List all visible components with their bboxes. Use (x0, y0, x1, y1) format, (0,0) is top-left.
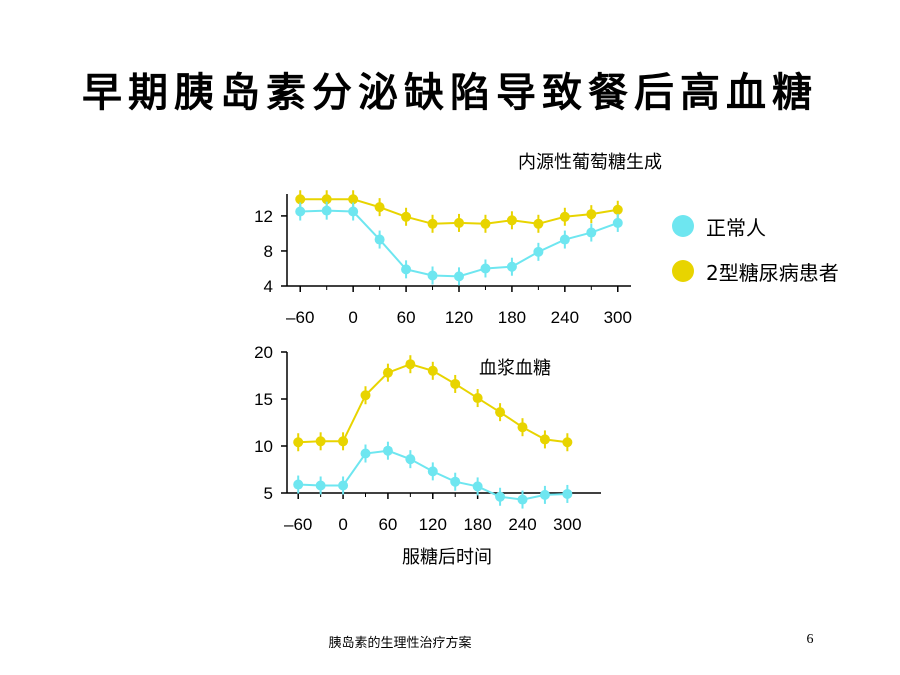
data-point (539, 434, 550, 445)
data-point (480, 263, 491, 274)
data-point (480, 218, 491, 229)
data-point (315, 436, 326, 447)
data-point (562, 437, 573, 448)
chart-title: 血浆血糖 (479, 358, 551, 379)
data-point (427, 365, 438, 376)
x-tick-label: 240 (508, 515, 536, 534)
data-point (586, 209, 597, 220)
data-point (295, 206, 306, 217)
data-point (321, 194, 332, 205)
data-point (374, 234, 385, 245)
data-point (382, 445, 393, 456)
data-point (321, 205, 332, 216)
data-point (427, 466, 438, 477)
data-point (559, 211, 570, 222)
data-point (472, 481, 483, 492)
data-point (348, 194, 359, 205)
data-point (360, 448, 371, 459)
data-point (338, 480, 349, 491)
data-point (427, 218, 438, 229)
data-point (315, 480, 326, 491)
x-tick-label: 0 (338, 515, 347, 534)
data-point (293, 437, 304, 448)
data-point (427, 270, 438, 281)
data-point (495, 491, 506, 502)
x-tick-label: 0 (348, 308, 357, 327)
data-point (295, 194, 306, 205)
data-point (405, 454, 416, 465)
footer-text: 胰岛素的生理性治疗方案 (328, 636, 472, 651)
legend-item-normal: 正常人 (672, 210, 892, 242)
data-point (472, 393, 483, 404)
data-point (517, 494, 528, 505)
data-point (612, 204, 623, 215)
x-tick-label: 300 (604, 308, 632, 327)
data-point (612, 217, 623, 228)
x-tick-label: 240 (551, 308, 579, 327)
y-tick-label: 12 (254, 207, 273, 226)
data-point (338, 436, 349, 447)
x-tick-label: 120 (445, 308, 473, 327)
y-tick-label: 10 (254, 437, 273, 456)
x-tick-label: 180 (498, 308, 526, 327)
y-tick-label: 8 (264, 242, 273, 261)
legend-label-normal: 正常人 (706, 215, 766, 240)
data-point (348, 206, 359, 217)
data-point (506, 261, 517, 272)
data-point (401, 211, 412, 222)
x-tick-label: 60 (397, 308, 416, 327)
data-point (559, 234, 570, 245)
data-point (374, 202, 385, 213)
data-point (506, 215, 517, 226)
y-tick-label: 20 (254, 343, 273, 362)
data-point (401, 264, 412, 275)
x-axis-label: 服糖后时间 (402, 547, 492, 568)
chart-title: 内源性葡萄糖生成 (518, 152, 662, 173)
x-tick-label: 300 (553, 515, 581, 534)
data-point (533, 218, 544, 229)
y-tick-label: 15 (254, 390, 273, 409)
legend-label-t2dm: 2型糖尿病患者 (706, 260, 839, 285)
x-tick-label: 60 (378, 515, 397, 534)
page-number: 6 (806, 632, 814, 647)
data-point (454, 217, 464, 228)
x-tick-label: 120 (419, 515, 447, 534)
y-tick-label: 5 (264, 484, 273, 503)
legend-item-t2dm: 2型糖尿病患者 (672, 255, 892, 287)
x-tick-label: –60 (284, 515, 312, 534)
data-point (454, 271, 464, 282)
data-point (450, 476, 461, 487)
data-point (405, 359, 416, 370)
data-point (539, 489, 550, 500)
x-tick-label: 180 (463, 515, 491, 534)
legend-dot-t2dm-icon (672, 260, 694, 282)
data-point (360, 390, 371, 401)
y-tick-label: 4 (264, 277, 273, 296)
legend-dot-normal-icon (672, 215, 694, 237)
data-point (517, 422, 528, 433)
data-point (382, 367, 393, 378)
data-point (450, 378, 461, 389)
data-point (293, 479, 304, 490)
data-point (586, 227, 597, 238)
data-point (562, 488, 573, 499)
data-point (495, 407, 506, 418)
data-point (533, 246, 544, 257)
slide-title: 早期胰岛素分泌缺陷导致餐后高血糖 (82, 69, 818, 116)
x-tick-label: –60 (286, 308, 314, 327)
